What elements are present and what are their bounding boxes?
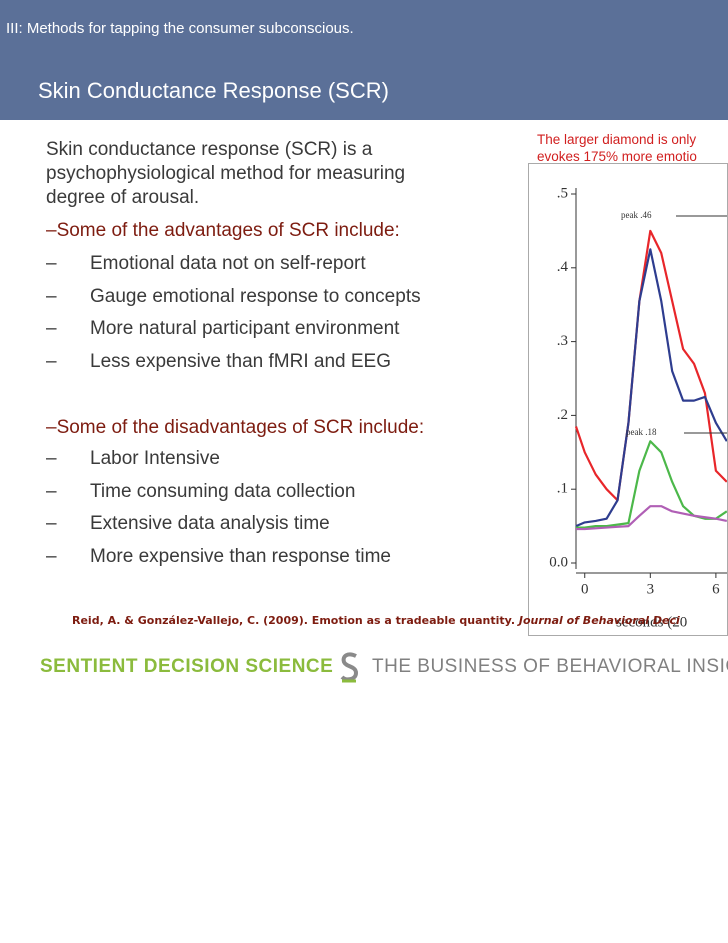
caption: The larger diamond is only evokes 175% m… bbox=[537, 131, 697, 165]
disadvantage-item: Extensive data analysis time bbox=[90, 513, 330, 534]
header-bar bbox=[0, 0, 728, 120]
bullet: – bbox=[46, 545, 57, 567]
y-tick-label: .3 bbox=[557, 333, 568, 349]
chart: 0.0 .1 .2 .3 .4 .5 0 3 6 seconds (20 peak .46 peak … bbox=[528, 163, 728, 636]
caption-line: evokes 175% more emotio bbox=[537, 149, 697, 164]
x-tick-label: 3 bbox=[647, 581, 655, 597]
advantage-item: Less expensive than fMRI and EEG bbox=[90, 350, 391, 372]
logo-icon bbox=[340, 652, 359, 683]
bullet: – bbox=[46, 253, 57, 274]
y-tick-label: .4 bbox=[557, 259, 569, 275]
disadvantage-item: Labor Intensive bbox=[90, 448, 220, 469]
advantage-item: More natural participant environment bbox=[90, 318, 400, 339]
intro-line: degree of arousal. bbox=[46, 187, 200, 208]
tagline: THE BUSINESS OF BEHAVIORAL INSIGH bbox=[372, 656, 728, 677]
bullet: – bbox=[46, 285, 57, 307]
citation: Reid, A. & González-Vallejo, C. (2009). … bbox=[72, 614, 680, 627]
x-tick-label: 6 bbox=[712, 581, 720, 597]
advantages-heading: –Some of the advantages of SCR include: bbox=[46, 220, 400, 241]
bullet: – bbox=[46, 513, 57, 534]
slide-title: Skin Conductance Response (SCR) bbox=[38, 78, 389, 103]
y-tick-label: .5 bbox=[557, 185, 568, 201]
section-title: III: Methods for tapping the consumer su… bbox=[6, 20, 354, 37]
line-series bbox=[574, 229, 727, 502]
bullet: – bbox=[46, 350, 57, 372]
y-tick-label: .2 bbox=[557, 407, 568, 423]
brand: SENTIENT DECISION SCIENCE bbox=[40, 656, 334, 677]
intro-line: Skin conductance response (SCR) is a bbox=[46, 139, 373, 160]
advantage-item: Gauge emotional response to concepts bbox=[90, 285, 421, 307]
logo-shape bbox=[340, 652, 359, 682]
caption-line: The larger diamond is only bbox=[537, 132, 697, 147]
y-tick-label: .1 bbox=[557, 481, 568, 497]
line-series bbox=[576, 440, 727, 529]
y-tick-label: 0.0 bbox=[549, 554, 568, 570]
advantage-item: Emotional data not on self-report bbox=[90, 253, 366, 274]
disadvantage-item: Time consuming data collection bbox=[90, 480, 356, 502]
annotation: peak .46 bbox=[621, 210, 652, 220]
citation-text: Reid, A. & González-Vallejo, C. (2009). … bbox=[72, 614, 516, 627]
line-series bbox=[575, 248, 727, 528]
line-series bbox=[576, 505, 727, 531]
annotation: peak .18 bbox=[626, 427, 657, 437]
bullet: – bbox=[46, 318, 57, 339]
bullet: – bbox=[46, 480, 57, 502]
x-axis-label: seconds (20 bbox=[616, 614, 687, 630]
bullet: – bbox=[46, 448, 57, 469]
citation-journal: Journal of Behavioral Deci bbox=[518, 614, 680, 627]
disadvantage-item: More expensive than response time bbox=[90, 545, 391, 567]
disadvantages-heading: –Some of the disadvantages of SCR includ… bbox=[46, 417, 425, 438]
intro-line: psychophysiological method for measuring bbox=[46, 163, 406, 184]
x-tick-label: 0 bbox=[581, 581, 589, 597]
